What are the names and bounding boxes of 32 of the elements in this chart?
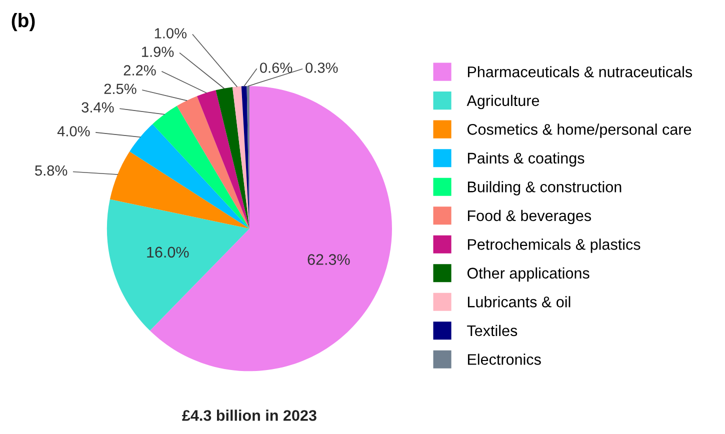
legend-label: Petrochemicals & plastics [468,238,640,253]
pie-slice [106,199,250,331]
legend-label: Other applications [467,267,590,282]
pie-slice [232,86,250,229]
legend-label: Textiles [467,324,518,336]
pie-slice [176,96,250,229]
pie-slice [196,90,250,229]
legend-label: Lubricants & oil [468,296,570,308]
legend-label: Electronics [468,354,541,365]
data-label: 3.4% [82,102,114,113]
legend-label: Paints & coatings [468,152,584,167]
legend-label: Building & construction [468,181,622,196]
data-label: 1.0% [154,28,187,38]
text: £4.3 billion in 2023 [182,410,316,421]
legend-label: Cosmetics & home/personal care [468,124,692,138]
data-label: 2.2% [124,65,156,76]
pie-slice [216,87,250,229]
data-label: 0.6% [260,62,292,73]
legend-label: Agriculture [466,94,540,110]
data-label: 4.0% [57,126,90,136]
legend-label: Food & beverages [468,210,592,224]
data-label: 0.3% [306,62,338,73]
pie-slice [130,124,250,229]
data-label: 62.3% [308,254,350,265]
data-label: 2.5% [104,84,136,94]
pie-slice [152,106,250,229]
pie-slice [110,151,250,229]
chart-title: (b) [12,13,35,32]
data-label: 16.0% [147,246,189,258]
data-label: 5.8% [35,165,68,176]
data-label: 1.9% [142,46,174,57]
legend-label: Pharmaceuticals & nutraceuticals [468,66,692,78]
